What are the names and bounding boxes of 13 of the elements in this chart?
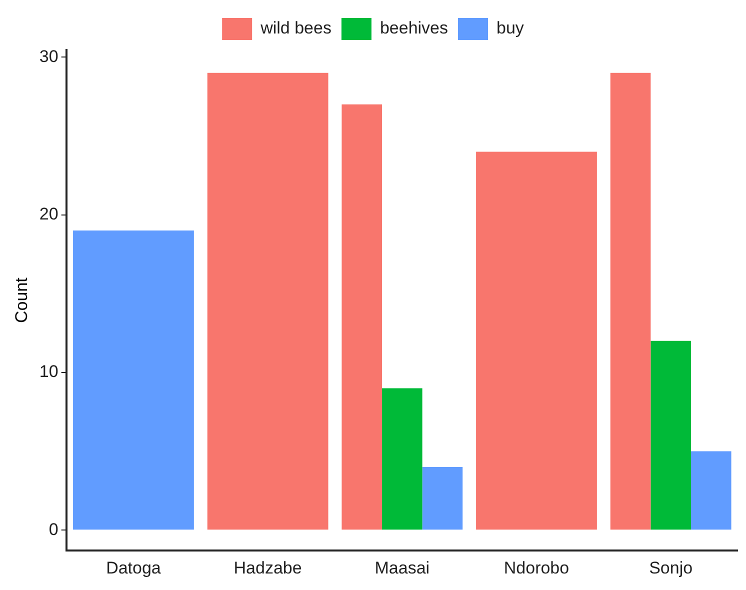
x-tick-label: Maasai [374, 558, 430, 578]
legend-label: wild bees [260, 18, 332, 38]
y-tick-label: 0 [48, 520, 58, 539]
legend-label: beehives [380, 18, 448, 38]
legend-label: buy [496, 18, 524, 38]
x-tick-label: Hadzabe [234, 558, 302, 578]
y-tick-label: 20 [39, 204, 58, 224]
x-tick-label: Ndorobo [504, 558, 570, 578]
y-tick-label: 30 [39, 46, 58, 66]
x-tick-label: Sonjo [649, 558, 693, 578]
x-tick-label: Datoga [106, 558, 162, 578]
y-tick-label: 10 [39, 362, 58, 382]
y-axis-title: Count [12, 277, 31, 323]
